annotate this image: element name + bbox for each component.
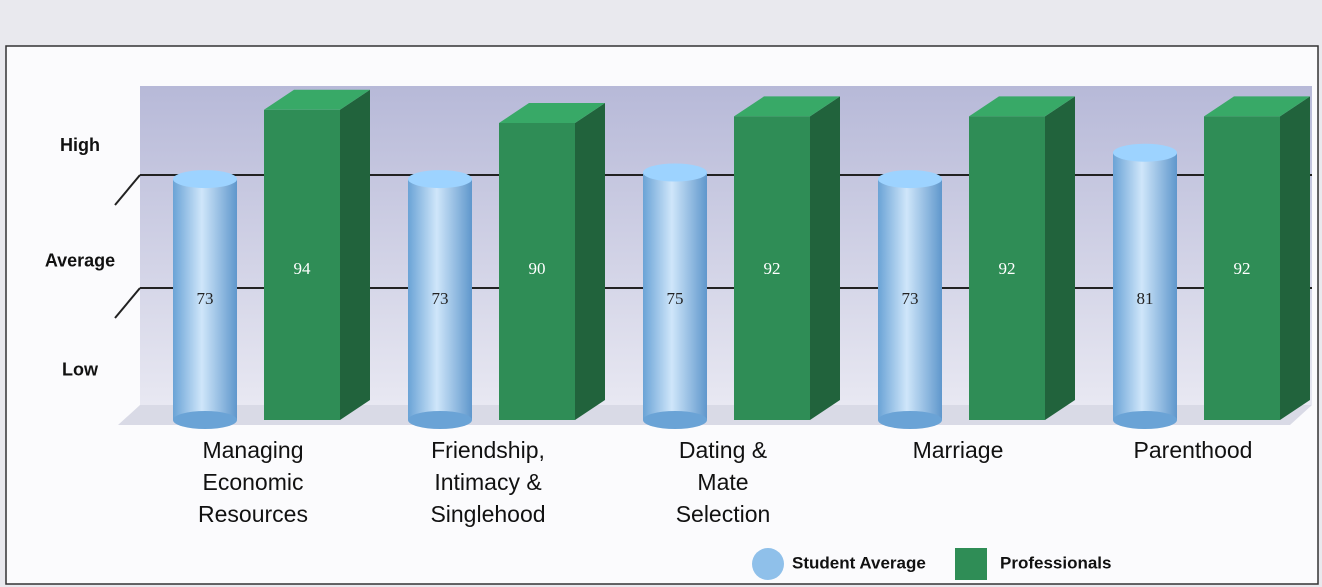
box-side	[1280, 96, 1310, 421]
value-label: 73	[432, 289, 449, 308]
value-label: 75	[667, 289, 684, 308]
box-top	[264, 89, 370, 110]
y-tick-label: High	[60, 135, 100, 155]
bar	[1204, 96, 1310, 421]
bar	[408, 170, 472, 429]
x-tick-label: Managing Economic Resources	[198, 437, 308, 527]
y-tick-label: Low	[62, 359, 99, 379]
cylinder-top	[408, 170, 472, 189]
legend-label: Professionals	[1000, 553, 1112, 572]
box-top	[734, 96, 840, 117]
box-top	[499, 103, 605, 123]
cylinder-top	[878, 170, 942, 189]
wall-line	[114, 174, 141, 206]
value-label: 73	[902, 289, 919, 308]
box-side	[575, 103, 605, 420]
cylinder-bottom	[173, 411, 237, 429]
value-label: 90	[529, 259, 546, 278]
cylinder-body	[1113, 152, 1177, 420]
legend-label: Student Average	[792, 553, 926, 572]
cylinder-bottom	[878, 411, 942, 429]
box-top	[969, 96, 1075, 117]
cylinder-top	[1113, 143, 1177, 162]
bar	[173, 170, 237, 429]
x-tick-label: Parenthood	[1133, 437, 1253, 463]
cylinder-bottom	[643, 411, 707, 429]
box-front	[969, 116, 1045, 421]
box-side	[810, 96, 840, 421]
box-side	[1045, 96, 1075, 421]
bar	[1113, 143, 1177, 429]
wall-line	[114, 287, 141, 319]
value-label: 73	[197, 289, 214, 308]
box-front	[499, 123, 575, 420]
cylinder-bottom	[408, 411, 472, 429]
bar	[499, 103, 605, 420]
value-label: 92	[764, 259, 781, 278]
cylinder-body	[408, 179, 472, 420]
cylinder-body	[173, 179, 237, 420]
bar	[969, 96, 1075, 421]
cylinder-bottom	[1113, 411, 1177, 429]
value-label: 92	[999, 259, 1016, 278]
box-front	[734, 116, 810, 421]
bar	[264, 89, 370, 421]
cylinder-body	[878, 179, 942, 420]
box-side	[340, 89, 370, 421]
box-top	[1204, 96, 1310, 117]
value-label: 92	[1234, 259, 1251, 278]
cylinder-top	[173, 170, 237, 189]
value-label: 94	[294, 259, 312, 278]
cylinder-body	[643, 172, 707, 420]
x-tick-label: Dating & Mate Selection	[675, 437, 771, 527]
legend-swatch	[955, 548, 987, 580]
bar	[643, 163, 707, 429]
box-front	[264, 109, 340, 421]
x-tick-label: Friendship, Intimacy & Singlehood	[430, 437, 546, 527]
bar	[878, 170, 942, 429]
legend-swatch	[752, 548, 784, 580]
value-label: 81	[1137, 289, 1154, 308]
bar	[734, 96, 840, 421]
cylinder-top	[643, 163, 707, 182]
y-tick-label: Average	[45, 250, 115, 270]
x-tick-label: Marriage	[912, 437, 1004, 463]
box-front	[1204, 116, 1280, 421]
